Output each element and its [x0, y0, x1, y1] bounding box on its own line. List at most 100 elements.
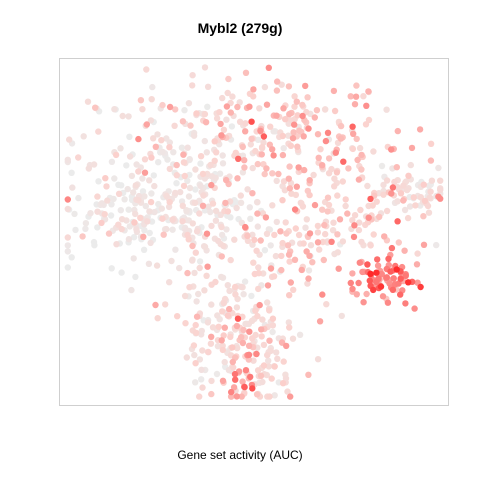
- cell-point: [358, 238, 365, 246]
- cell-point: [146, 208, 153, 215]
- cell-point: [273, 87, 281, 94]
- cell-point: [172, 246, 179, 253]
- cell-point: [353, 135, 360, 143]
- cell-point: [117, 145, 124, 152]
- cell-point: [259, 378, 266, 386]
- cell-point: [125, 113, 132, 120]
- cell-point: [239, 143, 246, 151]
- cell-point: [208, 390, 215, 398]
- cell-point: [273, 112, 280, 119]
- cell-point: [253, 391, 261, 398]
- cell-point: [230, 364, 237, 371]
- cell-point: [256, 105, 263, 112]
- cell-point: [401, 206, 409, 214]
- cell-point: [267, 123, 274, 130]
- cell-point: [166, 103, 174, 111]
- cell-point: [204, 319, 212, 326]
- cell-point: [249, 385, 256, 392]
- cell-point: [286, 292, 293, 299]
- cell-point: [373, 198, 380, 205]
- cell-point: [299, 101, 306, 109]
- cell-point: [203, 272, 210, 279]
- cell-point: [107, 212, 115, 219]
- cell-point: [185, 193, 193, 200]
- cell-point: [196, 356, 204, 363]
- cell-point: [290, 286, 297, 293]
- cell-point: [291, 93, 298, 100]
- cell-point: [366, 277, 373, 284]
- cell-point: [400, 182, 407, 189]
- cell-point: [344, 210, 351, 217]
- cell-point: [148, 190, 155, 197]
- cell-point: [218, 223, 225, 231]
- cell-point: [286, 258, 293, 265]
- cell-point: [353, 291, 360, 298]
- cell-point: [237, 192, 244, 199]
- cell-point: [212, 217, 220, 224]
- cell-point: [238, 334, 245, 341]
- cell-point: [293, 183, 300, 190]
- cell-point: [256, 301, 263, 309]
- cell-point: [186, 184, 194, 192]
- cell-point: [388, 146, 395, 153]
- cell-point: [287, 279, 294, 286]
- cell-point: [250, 93, 257, 100]
- cell-point: [283, 230, 290, 237]
- cell-point: [250, 259, 257, 266]
- cell-point: [291, 256, 299, 263]
- cell-point: [373, 269, 380, 276]
- cell-point: [282, 116, 289, 123]
- cell-point: [64, 264, 72, 271]
- cell-point: [228, 388, 235, 396]
- cell-point: [394, 127, 401, 135]
- cell-point: [132, 210, 139, 218]
- cell-point: [230, 384, 238, 391]
- cell-point: [355, 279, 362, 287]
- cell-point: [261, 170, 268, 178]
- cell-point: [233, 304, 241, 311]
- cell-point: [68, 254, 75, 261]
- cell-point: [212, 278, 219, 286]
- cell-point: [394, 198, 401, 205]
- cell-point: [111, 106, 118, 113]
- cell-point: [102, 175, 109, 182]
- cell-point: [279, 380, 287, 387]
- cell-point: [149, 83, 156, 91]
- cell-point: [293, 98, 300, 105]
- cell-point: [319, 206, 326, 213]
- cell-point: [223, 103, 231, 110]
- cell-point: [64, 242, 72, 249]
- cell-point: [90, 238, 98, 246]
- cell-point: [135, 197, 142, 204]
- cell-point: [250, 86, 257, 93]
- cell-point: [191, 351, 198, 359]
- cell-point: [190, 342, 198, 349]
- cell-point: [435, 193, 442, 200]
- cell-point: [331, 175, 338, 182]
- cell-point: [323, 301, 330, 308]
- cell-point: [218, 337, 225, 344]
- cell-point: [218, 273, 225, 281]
- cell-point: [254, 210, 261, 217]
- cell-point: [395, 280, 402, 287]
- cell-point: [201, 110, 209, 118]
- cell-point: [208, 333, 215, 340]
- cell-point: [182, 320, 189, 327]
- cell-point: [337, 122, 345, 130]
- cell-point: [224, 208, 232, 215]
- cell-point: [397, 291, 404, 298]
- cell-point: [291, 121, 298, 128]
- cell-point: [166, 144, 173, 151]
- cell-point: [159, 215, 166, 222]
- cell-point: [339, 178, 346, 185]
- cell-point: [133, 226, 140, 233]
- cell-point: [208, 301, 215, 308]
- cell-point: [197, 182, 204, 190]
- cell-point: [196, 258, 204, 265]
- cell-point: [329, 227, 337, 234]
- cell-point: [273, 349, 280, 356]
- cell-point: [211, 138, 218, 145]
- cell-point: [185, 236, 192, 243]
- cell-point: [271, 392, 278, 399]
- cell-point: [192, 321, 199, 329]
